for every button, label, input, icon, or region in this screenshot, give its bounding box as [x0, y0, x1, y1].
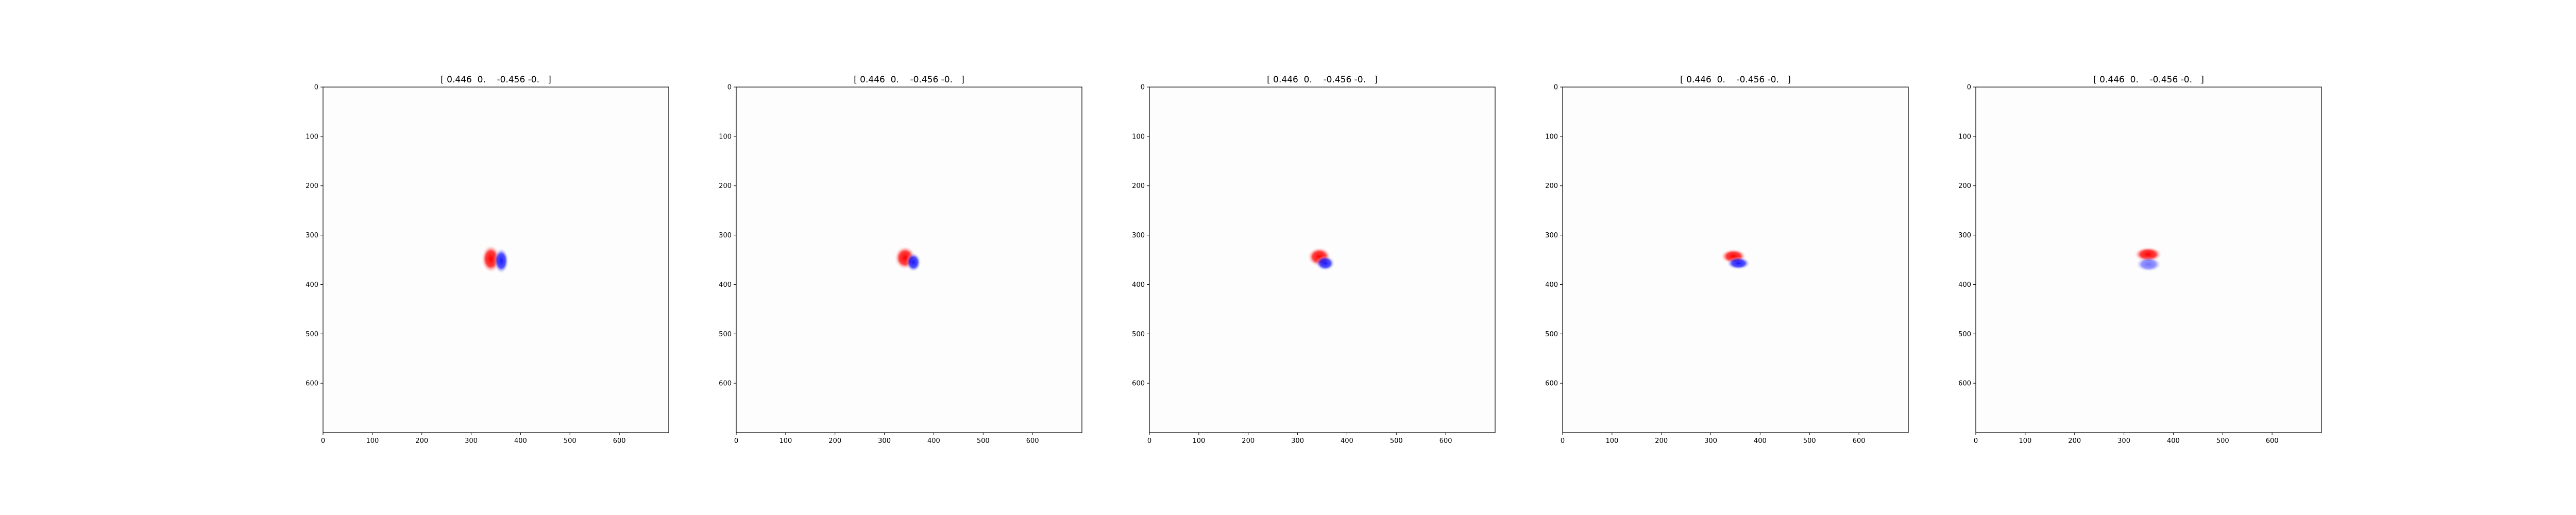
y-tick-label: 500: [719, 331, 732, 338]
x-tick-label: 500: [1390, 437, 1403, 445]
axes-frame: [1975, 87, 2322, 433]
y-tick-label: 300: [1545, 232, 1558, 239]
y-tick-label: 0: [1141, 84, 1145, 92]
y-tick-label: 100: [1545, 133, 1558, 141]
y-tick-label: 100: [306, 133, 318, 141]
y-tick-label: 0: [727, 84, 732, 92]
axes-frame: [1149, 87, 1496, 433]
x-tick-label: 200: [1655, 437, 1668, 445]
y-tick-label: 200: [1545, 182, 1558, 190]
x-tick-label: 400: [2167, 437, 2180, 445]
x-tick-label: 100: [1605, 437, 1618, 445]
heatmap-panel-4: [ 0.446 0. -0.456 -0. ] 0 100 200 300 400 500 6…: [1545, 75, 1909, 445]
x-tick-label: 200: [415, 437, 428, 445]
y-tick-label: 600: [719, 380, 732, 388]
x-tick-label: 0: [734, 437, 738, 445]
y-tick-label: 300: [1132, 232, 1145, 239]
y-tick-label: 500: [1958, 331, 1971, 338]
heatmap-panel-3: [ 0.446 0. -0.456 -0. ] 0 100 200 300 400 500 6…: [1132, 75, 1496, 445]
x-tick-label: 600: [1026, 437, 1039, 445]
negative-blob-2: [1726, 256, 1751, 270]
y-tick-label: 200: [1958, 182, 1971, 190]
y-tick-label: 600: [1132, 380, 1145, 388]
chart-title: [ 0.446 0. -0.456 -0. ]: [2093, 75, 2204, 85]
x-tick-label: 100: [779, 437, 792, 445]
x-tick-label: 500: [977, 437, 990, 445]
x-tick-label: 200: [2068, 437, 2081, 445]
y-tick-label: 0: [1554, 84, 1558, 92]
x-tick-label: 400: [1341, 437, 1353, 445]
x-tick-label: 300: [2117, 437, 2130, 445]
x-tick-label: 0: [1561, 437, 1565, 445]
x-tick-label: 400: [1754, 437, 1767, 445]
x-tick-label: 300: [1704, 437, 1717, 445]
x-tick-label: 400: [514, 437, 527, 445]
heatmap-panel-2: [ 0.446 0. -0.456 -0. ] 0 100 200 300 400 500 6…: [719, 75, 1082, 445]
x-tick-label: 600: [1439, 437, 1452, 445]
axes-frame: [1562, 87, 1909, 433]
y-tick-label: 0: [1967, 84, 1971, 92]
axes-frame: [323, 87, 669, 433]
x-tick-label: 500: [1803, 437, 1816, 445]
x-tick-label: 100: [366, 437, 379, 445]
y-tick-label: 600: [1545, 380, 1558, 388]
x-tick-label: 300: [1291, 437, 1304, 445]
y-tick-label: 0: [314, 84, 318, 92]
x-tick-label: 100: [2019, 437, 2031, 445]
y-tick-label: 300: [306, 232, 318, 239]
x-tick-label: 300: [465, 437, 478, 445]
y-tick-label: 400: [1545, 281, 1558, 289]
y-tick-label: 500: [1132, 331, 1145, 338]
y-tick-label: 500: [1545, 331, 1558, 338]
y-tick-label: 400: [1958, 281, 1971, 289]
x-tick-label: 500: [564, 437, 577, 445]
x-tick-label: 400: [927, 437, 940, 445]
y-tick-label: 500: [306, 331, 318, 338]
x-tick-label: 600: [1853, 437, 1866, 445]
negative-blob-2: [494, 248, 509, 274]
chart-title: [ 0.446 0. -0.456 -0. ]: [440, 75, 551, 85]
axes-frame: [736, 87, 1082, 433]
chart-title: [ 0.446 0. -0.456 -0. ]: [1680, 75, 1791, 85]
y-tick-label: 200: [306, 182, 318, 190]
x-tick-label: 200: [1242, 437, 1255, 445]
y-tick-label: 200: [1132, 182, 1145, 190]
negative-blob-2: [1315, 255, 1335, 271]
x-tick-label: 0: [321, 437, 325, 445]
y-tick-label: 100: [719, 133, 732, 141]
y-tick-label: 400: [719, 281, 732, 289]
x-tick-label: 600: [2266, 437, 2279, 445]
x-tick-label: 100: [1192, 437, 1205, 445]
y-tick-label: 300: [719, 232, 732, 239]
y-tick-label: 300: [1958, 232, 1971, 239]
heatmap-panel-1: [ 0.446 0. -0.456 -0. ] 0 100 200 300 400 500 6…: [306, 75, 669, 445]
chart-title: [ 0.446 0. -0.456 -0. ]: [1267, 75, 1378, 85]
x-tick-label: 300: [878, 437, 891, 445]
y-tick-label: 100: [1132, 133, 1145, 141]
negative-blob-2: [906, 252, 921, 272]
y-tick-label: 400: [1132, 281, 1145, 289]
x-tick-label: 0: [1974, 437, 1978, 445]
x-tick-label: 500: [2216, 437, 2229, 445]
heatmap-panel-5: [ 0.446 0. -0.456 -0. ] 0 100 200 300 400 500 6…: [1958, 75, 2322, 445]
y-tick-label: 600: [306, 380, 318, 388]
x-tick-label: 600: [613, 437, 626, 445]
y-tick-label: 200: [719, 182, 732, 190]
x-tick-label: 0: [1147, 437, 1151, 445]
x-tick-label: 200: [828, 437, 841, 445]
y-tick-label: 100: [1958, 133, 1971, 141]
negative-blob-2: [2136, 256, 2162, 272]
chart-title: [ 0.446 0. -0.456 -0. ]: [854, 75, 964, 85]
y-tick-label: 600: [1958, 380, 1971, 388]
y-tick-label: 400: [306, 281, 318, 289]
